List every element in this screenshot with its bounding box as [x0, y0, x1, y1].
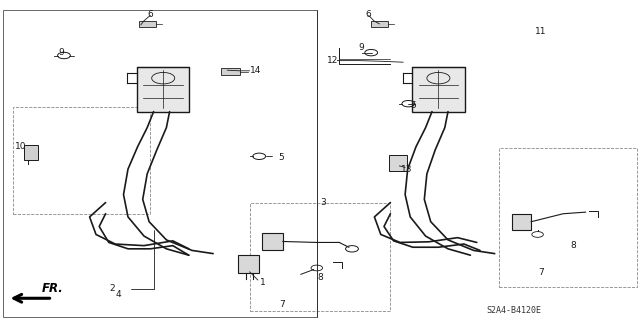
Text: 5: 5 — [410, 101, 415, 110]
Text: 2: 2 — [109, 284, 115, 293]
Bar — [262, 233, 283, 250]
Bar — [389, 155, 407, 171]
Text: S2A4-B4120E: S2A4-B4120E — [486, 306, 541, 315]
Text: 8: 8 — [317, 273, 323, 282]
Text: 5: 5 — [279, 153, 284, 162]
Text: 14: 14 — [250, 66, 262, 75]
Text: 4: 4 — [116, 290, 121, 299]
Bar — [499, 148, 637, 287]
Text: 13: 13 — [401, 165, 412, 174]
Text: 12: 12 — [327, 56, 339, 65]
Text: 3: 3 — [321, 198, 326, 207]
Text: 6: 6 — [365, 10, 371, 19]
Text: 7: 7 — [279, 300, 284, 309]
Bar — [24, 145, 38, 160]
Bar — [238, 255, 259, 273]
Text: 8: 8 — [570, 241, 575, 250]
Bar — [221, 68, 240, 75]
Bar — [3, 10, 317, 317]
Text: 1: 1 — [260, 278, 265, 287]
Text: 10: 10 — [15, 142, 27, 151]
Bar — [512, 214, 531, 230]
Bar — [250, 203, 390, 311]
Text: 9: 9 — [359, 43, 364, 52]
Bar — [139, 21, 156, 27]
Bar — [13, 107, 150, 214]
Text: 9: 9 — [58, 48, 63, 57]
Bar — [371, 21, 388, 27]
Text: 7: 7 — [538, 268, 543, 277]
Bar — [137, 67, 189, 112]
Text: 11: 11 — [535, 27, 547, 36]
Bar — [412, 67, 465, 112]
Text: FR.: FR. — [42, 282, 63, 295]
Text: 6: 6 — [148, 10, 153, 19]
